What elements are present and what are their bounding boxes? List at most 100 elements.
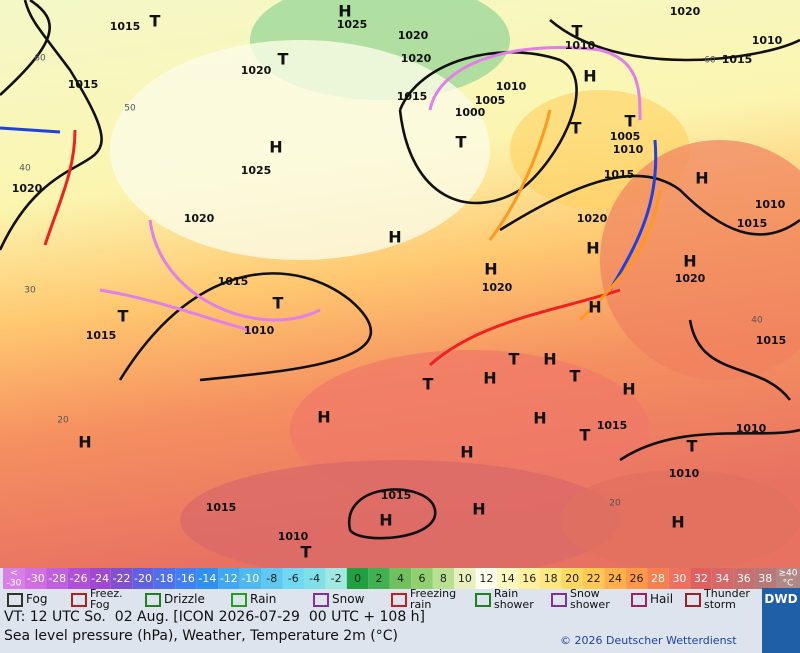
scale-cell bbox=[67, 568, 90, 589]
pressure-center: H bbox=[683, 252, 696, 271]
scale-cell bbox=[175, 568, 197, 589]
scale-label: -26 bbox=[70, 572, 88, 585]
isobar-label: 1005 bbox=[610, 130, 641, 143]
scale-label: 34 bbox=[715, 572, 729, 585]
legend-label: Rain shower bbox=[494, 587, 534, 611]
isobar-label: 1015 bbox=[381, 489, 412, 502]
latitude-label: 20 bbox=[609, 499, 621, 509]
pressure-center: H bbox=[460, 443, 473, 462]
isobar-label: 1020 bbox=[398, 29, 429, 42]
valid-time: VT: 12 UTC So. 02 Aug. [ICON 2026-07-29 … bbox=[4, 609, 426, 625]
scale-cell bbox=[754, 568, 776, 589]
isobar-label: 1010 bbox=[736, 422, 767, 435]
pressure-center: H bbox=[379, 511, 392, 530]
scale-label: 16 bbox=[522, 572, 536, 585]
pressure-center: H bbox=[483, 369, 496, 388]
pressure-center: H bbox=[78, 433, 91, 452]
pressure-center: H bbox=[671, 513, 684, 532]
pressure-center: H bbox=[317, 408, 330, 427]
latitude-label: 20 bbox=[57, 416, 69, 426]
pressure-center: H bbox=[484, 260, 497, 279]
scale-cell bbox=[325, 568, 347, 589]
latitude-label: 40 bbox=[751, 316, 763, 326]
scale-cell bbox=[539, 568, 562, 589]
isobar-label: 1015 bbox=[737, 217, 768, 230]
isobar-label: 1015 bbox=[604, 168, 635, 181]
scale-label: °C bbox=[783, 579, 794, 589]
legend-label: Fog bbox=[26, 592, 47, 606]
legend-label: Freez. Fog bbox=[90, 587, 123, 611]
scale-cell bbox=[647, 568, 669, 589]
scale-label: -10 bbox=[241, 572, 259, 585]
isobar-label: 1010 bbox=[752, 34, 783, 47]
latitude-label: 50 bbox=[124, 104, 136, 114]
pressure-center: T bbox=[625, 112, 636, 131]
scale-cell bbox=[3, 568, 25, 589]
scale-label: 32 bbox=[694, 572, 708, 585]
scale-label: < bbox=[10, 569, 18, 579]
latitude-label: 60 bbox=[704, 56, 716, 66]
scale-cell bbox=[303, 568, 326, 589]
legend-label: Rain bbox=[250, 592, 276, 606]
pressure-center: T bbox=[118, 307, 129, 326]
scale-cell bbox=[346, 568, 369, 589]
isobar-label: 1025 bbox=[241, 164, 272, 177]
legend-label: Snow shower bbox=[570, 587, 610, 611]
scale-label: 10 bbox=[458, 572, 472, 585]
scale-cell bbox=[432, 568, 455, 589]
scale-label: -28 bbox=[48, 572, 66, 585]
logo: DWD bbox=[762, 588, 800, 653]
isobar-label: 1010 bbox=[669, 467, 700, 480]
legend-label: Drizzle bbox=[164, 592, 205, 606]
scale-label: 38 bbox=[758, 572, 772, 585]
scale-label: 0 bbox=[354, 572, 361, 585]
pressure-center: H bbox=[622, 380, 635, 399]
map: 1015 H 1025 1020 T 1020 1010 T 1010 1015 1015 1020 T… bbox=[0, 0, 800, 568]
scale-cell bbox=[368, 568, 390, 589]
pressure-center: H bbox=[472, 500, 485, 519]
scale-label: 28 bbox=[651, 572, 665, 585]
isobar-label: 1015 bbox=[722, 53, 753, 66]
scale-cell bbox=[690, 568, 712, 589]
scale-label: 30 bbox=[672, 572, 686, 585]
legend-label: Thunder storm bbox=[703, 587, 750, 611]
pressure-center: T bbox=[456, 133, 467, 152]
scale-cell bbox=[411, 568, 433, 589]
scale-cell bbox=[475, 568, 498, 589]
scale-cell bbox=[110, 568, 133, 589]
isobar-label: 1020 bbox=[401, 52, 432, 65]
pressure-center: T bbox=[273, 294, 284, 313]
latitude-label: 60 bbox=[34, 54, 46, 64]
pressure-center: H bbox=[588, 298, 601, 317]
scale-cell bbox=[46, 568, 68, 589]
isobar-label: 1020 bbox=[241, 64, 272, 77]
scale-cell bbox=[25, 568, 47, 589]
pressure-center: H bbox=[586, 239, 599, 258]
scale-cell bbox=[282, 568, 304, 589]
legend-symbol bbox=[475, 593, 491, 607]
scale-label: -2 bbox=[331, 572, 342, 585]
isobar-label: 1020 bbox=[12, 182, 43, 195]
isobar-label: 1020 bbox=[670, 5, 701, 18]
pressure-center: H bbox=[388, 228, 401, 247]
scale-cell bbox=[497, 568, 519, 589]
scale-cell bbox=[218, 568, 240, 589]
scale-label: -12 bbox=[220, 572, 238, 585]
legend-symbol bbox=[631, 593, 647, 607]
subtitle: Sea level pressure (hPa), Weather, Tempe… bbox=[4, 628, 398, 644]
scale-label: 22 bbox=[587, 572, 601, 585]
legend-symbol bbox=[231, 593, 247, 607]
scale-cell bbox=[389, 568, 412, 589]
isobar-label: 1020 bbox=[675, 272, 706, 285]
scale-cell bbox=[604, 568, 626, 589]
isobar-label: 1010 bbox=[496, 80, 527, 93]
scale-cell bbox=[625, 568, 648, 589]
latitude-label: 30 bbox=[24, 286, 36, 296]
scale-label: -20 bbox=[134, 572, 152, 585]
scale-label: -4 bbox=[309, 572, 320, 585]
pressure-center: H bbox=[338, 2, 351, 21]
pressure-center: T bbox=[571, 119, 582, 138]
legend-symbol bbox=[71, 593, 87, 607]
legend-symbol bbox=[551, 593, 567, 607]
legend-symbol bbox=[7, 593, 23, 607]
